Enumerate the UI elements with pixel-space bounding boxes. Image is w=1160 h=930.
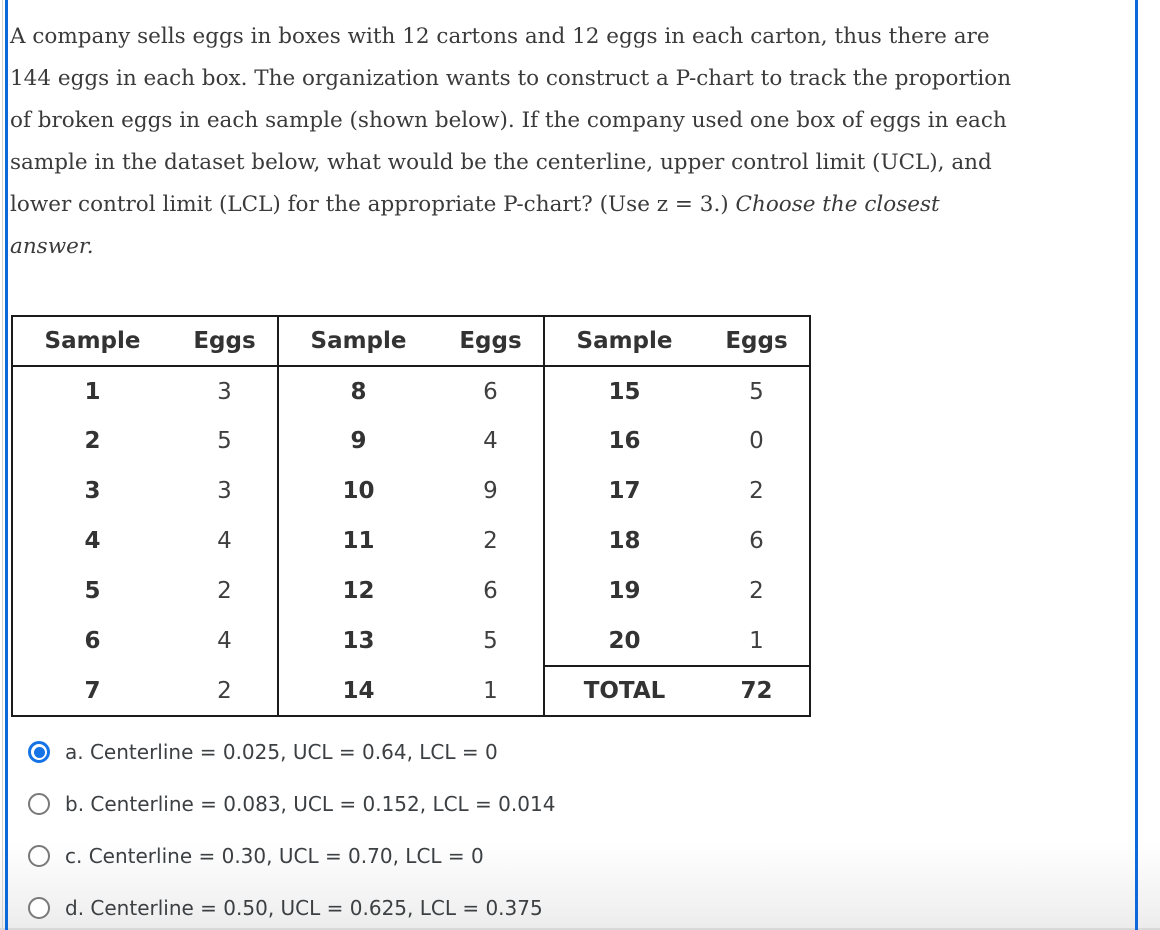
sample-cell: 5	[84, 578, 101, 604]
table-header-row: Sample Eggs Sample Eggs Sample Eggs	[12, 316, 810, 367]
sample-cell: 9	[277, 416, 438, 466]
sample-cell: 4	[84, 528, 101, 554]
option-label: a. Centerline = 0.025, UCL = 0.64, LCL =…	[65, 740, 498, 764]
eggs-cell: 2	[749, 578, 764, 604]
option-c[interactable]: c. Centerline = 0.30, UCL = 0.70, LCL = …	[28, 830, 555, 882]
column-header-sample: Sample	[12, 316, 172, 367]
question-line: lower control limit (LCL) for the approp…	[10, 184, 1011, 226]
question-text: A company sells eggs in boxes with 12 ca…	[10, 16, 1011, 268]
data-table: Sample Eggs Sample Eggs Sample Eggs 1 3 …	[11, 315, 811, 717]
eggs-cell: 4	[483, 428, 498, 454]
sample-cell: 3	[84, 478, 101, 504]
question-line-italic: Choose the closest	[735, 192, 940, 217]
sample-cell: 19	[543, 566, 704, 616]
question-line-text: lower control limit (LCL) for the approp…	[10, 192, 736, 217]
option-a[interactable]: a. Centerline = 0.025, UCL = 0.64, LCL =…	[28, 726, 555, 778]
left-gray-edge-line	[2, 0, 3, 930]
sample-cell: 8	[277, 366, 438, 416]
option-label: d. Centerline = 0.50, UCL = 0.625, LCL =…	[65, 896, 543, 920]
answer-options: a. Centerline = 0.025, UCL = 0.64, LCL =…	[28, 726, 555, 930]
eggs-cell: 6	[483, 578, 498, 604]
sample-cell: 10	[277, 466, 438, 516]
sample-cell: 2	[84, 428, 101, 454]
table-row: 2 5 9 4 16 0	[12, 416, 810, 466]
eggs-cell: 6	[483, 378, 498, 405]
table-row: 6 4 13 5 20 1	[12, 616, 810, 666]
eggs-cell: 5	[217, 428, 232, 454]
question-line: 144 eggs in each box. The organization w…	[10, 66, 1012, 91]
eggs-cell: 3	[217, 378, 232, 405]
samples-table: Sample Eggs Sample Eggs Sample Eggs 1 3 …	[11, 315, 811, 717]
option-label: c. Centerline = 0.30, UCL = 0.70, LCL = …	[65, 844, 484, 868]
eggs-cell: 3	[217, 478, 232, 504]
eggs-cell: 1	[483, 677, 498, 704]
eggs-cell: 4	[217, 528, 232, 554]
sample-cell: 7	[84, 677, 101, 704]
question-line: sample in the dataset below, what would …	[10, 150, 992, 175]
radio-button[interactable]	[28, 741, 50, 763]
sample-cell: 13	[277, 616, 438, 666]
sample-cell: 14	[277, 666, 438, 716]
table-row: 3 3 10 9 17 2	[12, 466, 810, 516]
sample-cell: 20	[543, 616, 704, 666]
sample-cell: 12	[277, 566, 438, 616]
question-line: A company sells eggs in boxes with 12 ca…	[10, 24, 990, 49]
radio-button[interactable]	[28, 845, 50, 867]
eggs-cell: 6	[749, 528, 764, 554]
table-row: 1 3 8 6 15 5	[12, 366, 810, 416]
question-line: of broken eggs in each sample (shown bel…	[10, 108, 1007, 133]
eggs-cell: 0	[749, 428, 764, 454]
eggs-cell: 9	[483, 478, 498, 504]
eggs-cell: 2	[749, 478, 764, 504]
sample-cell: 17	[543, 466, 704, 516]
eggs-cell: 5	[483, 628, 498, 654]
eggs-cell: 2	[483, 528, 498, 554]
column-header-eggs: Eggs	[438, 316, 544, 367]
eggs-cell: 2	[217, 578, 232, 604]
radio-button[interactable]	[28, 897, 50, 919]
table-row: 4 4 11 2 18 6	[12, 516, 810, 566]
bottom-fade-overlay	[0, 842, 1160, 930]
sample-cell: 15	[543, 366, 704, 416]
sample-cell: 16	[543, 416, 704, 466]
radio-button[interactable]	[28, 793, 50, 815]
column-header-eggs: Eggs	[704, 316, 810, 367]
column-header-sample: Sample	[277, 316, 438, 367]
option-b[interactable]: b. Centerline = 0.083, UCL = 0.152, LCL …	[28, 778, 555, 830]
table-row: 5 2 12 6 19 2	[12, 566, 810, 616]
sample-cell: 18	[543, 516, 704, 566]
sample-cell: 1	[84, 378, 101, 405]
option-d[interactable]: d. Centerline = 0.50, UCL = 0.625, LCL =…	[28, 882, 555, 930]
sample-cell: 6	[84, 628, 101, 654]
table-row: 7 2 14 1 TOTAL 72	[12, 665, 810, 716]
focus-border-right	[1135, 0, 1138, 930]
option-label: b. Centerline = 0.083, UCL = 0.152, LCL …	[65, 792, 556, 816]
eggs-cell: 2	[217, 677, 232, 704]
total-label-cell: TOTAL	[543, 665, 704, 716]
column-header-sample: Sample	[543, 316, 704, 367]
total-value-cell: 72	[704, 665, 810, 716]
question-line-italic: answer.	[10, 234, 94, 259]
eggs-cell: 5	[749, 378, 764, 405]
eggs-cell: 1	[749, 627, 764, 654]
focus-border-left	[5, 0, 8, 930]
sample-cell: 11	[277, 516, 438, 566]
eggs-cell: 4	[217, 628, 232, 654]
column-header-eggs: Eggs	[172, 316, 278, 367]
